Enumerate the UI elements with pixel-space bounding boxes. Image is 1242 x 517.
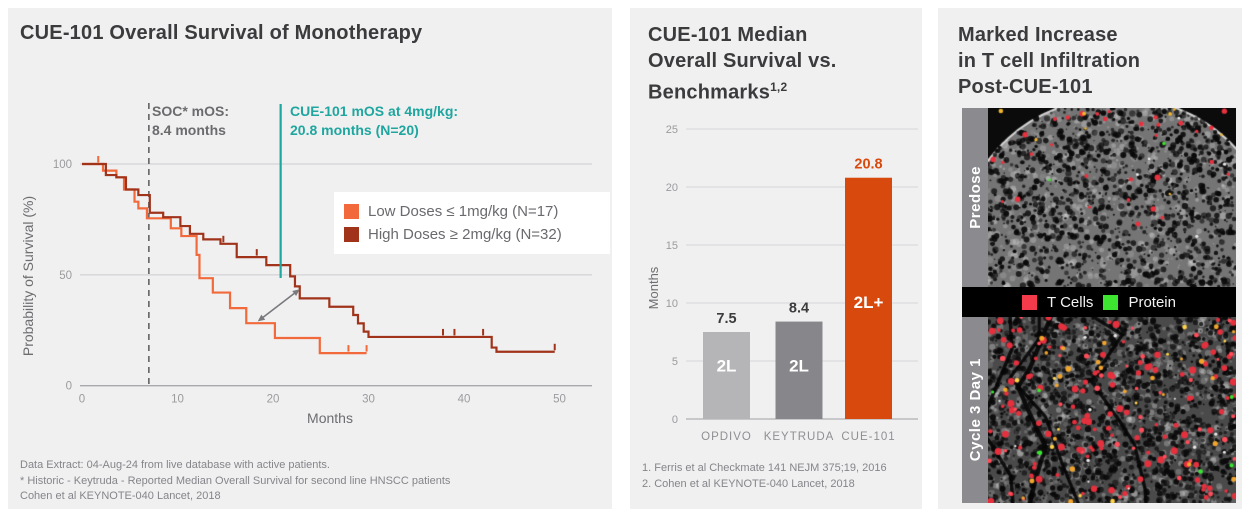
tcell-title: Marked Increase in T cell Infiltration P… bbox=[958, 22, 1140, 100]
x-tick-label: 30 bbox=[362, 394, 375, 406]
y-tick-label: 0 bbox=[66, 381, 72, 393]
benchmark-title-line3: Benchmarks1,2 bbox=[648, 80, 788, 104]
km-legend: Low Doses ≤ 1mg/kg (N=17) High Doses ≥ 2… bbox=[334, 192, 610, 254]
x-tick-label: 40 bbox=[458, 394, 471, 406]
bar-value-label: 7.5 bbox=[716, 311, 736, 327]
cycle3-label-bar: Cycle 3 Day 1 bbox=[962, 317, 988, 503]
cue-annotation-line1: CUE-101 mOS at 4mg/kg: bbox=[290, 103, 459, 119]
x-tick-label: 0 bbox=[79, 394, 85, 406]
benchmark-title: CUE-101 Median Overall Survival vs. Benc… bbox=[648, 22, 837, 106]
km-x-axis-title: Months bbox=[307, 410, 353, 426]
footnote-historic: * Historic - Keytruda - Reported Median … bbox=[20, 474, 451, 487]
high-dose-curve bbox=[82, 162, 555, 353]
x-tick-label: 50 bbox=[553, 394, 566, 406]
tcell-title-line1: Marked Increase bbox=[958, 24, 1118, 46]
km-svg: 0 50 100 0 10 20 30 40 50 bbox=[53, 103, 592, 406]
bar-y-tick-label: 10 bbox=[666, 298, 678, 310]
km-y-axis-title: Probability of Survival (%) bbox=[20, 195, 36, 357]
predose-label: Predose bbox=[966, 166, 984, 229]
cycle3-microscopy-image bbox=[988, 317, 1236, 503]
soc-annotation-line1: SOC* mOS: bbox=[152, 103, 230, 119]
x-tick-label: 20 bbox=[267, 394, 280, 406]
predose-label-bar: Predose bbox=[962, 108, 988, 287]
overall-survival-title: CUE-101 Overall Survival of Monotherapy bbox=[20, 22, 423, 44]
bar-y-tick-label: 0 bbox=[672, 414, 678, 426]
bar-opdivo bbox=[703, 332, 750, 419]
benchmark-title-line1: CUE-101 Median bbox=[648, 24, 808, 46]
cue-median-annotation: CUE-101 mOS at 4mg/kg: 20.8 months (N=20… bbox=[290, 102, 458, 140]
bar-svg: 0 5 10 15 20 25 7.5 2L OPDIVO 8.4 2L KEYTRUDA 20.8 2L… bbox=[666, 124, 918, 443]
low-dose-swatch-icon bbox=[344, 204, 359, 219]
tcell-legend-label: T Cells bbox=[1047, 293, 1094, 311]
bar-inner-label: 2L bbox=[717, 357, 737, 376]
cue-annotation-line2: 20.8 months (N=20) bbox=[290, 122, 419, 138]
bar-cue-101 bbox=[845, 177, 892, 419]
protein-legend-label: Protein bbox=[1128, 293, 1176, 311]
bar-category-label: CUE-101 bbox=[841, 431, 895, 443]
tcell-title-line2: in T cell Infiltration bbox=[958, 50, 1141, 72]
protein-swatch-icon bbox=[1103, 294, 1119, 310]
gap-arrow-head bbox=[292, 289, 300, 297]
legend-row-high-dose: High Doses ≥ 2mg/kg (N=32) bbox=[344, 223, 600, 246]
bar-value-label: 8.4 bbox=[789, 301, 809, 317]
footnote-cohen-2: 2. Cohen et al KEYNOTE-040 Lancet, 2018 bbox=[642, 477, 855, 490]
y-tick-label: 50 bbox=[59, 270, 72, 282]
bar-y-tick-label: 25 bbox=[666, 124, 678, 136]
tcell-infiltration-panel: Marked Increase in T cell Infiltration P… bbox=[938, 8, 1242, 509]
soc-median-annotation: SOC* mOS: 8.4 months bbox=[152, 102, 229, 140]
low-dose-label: Low Doses ≤ 1mg/kg (N=17) bbox=[368, 203, 559, 220]
cycle3-label: Cycle 3 Day 1 bbox=[966, 358, 984, 462]
cycle3-image-row: Cycle 3 Day 1 bbox=[962, 317, 1236, 503]
benchmark-footnotes: 1. Ferris et al Checkmate 141 NEJM 375;1… bbox=[642, 461, 887, 492]
bar-inner-label: 2L bbox=[789, 357, 809, 376]
benchmark-panel: CUE-101 Median Overall Survival vs. Benc… bbox=[630, 8, 922, 509]
low-dose-curve bbox=[82, 162, 367, 355]
gap-arrow bbox=[261, 292, 296, 319]
y-tick-label: 100 bbox=[53, 159, 72, 171]
bar-y-tick-label: 20 bbox=[666, 182, 678, 194]
bar-y-tick-label: 15 bbox=[666, 240, 678, 252]
benchmark-title-line2: Overall Survival vs. bbox=[648, 50, 837, 72]
bar-inner-label: 2L+ bbox=[854, 293, 884, 312]
tcell-title-line3: Post-CUE-101 bbox=[958, 76, 1093, 98]
high-dose-label: High Doses ≥ 2mg/kg (N=32) bbox=[368, 226, 562, 243]
x-tick-label: 10 bbox=[171, 394, 184, 406]
bar-category-label: OPDIVO bbox=[701, 431, 752, 443]
footnote-data-extract: Data Extract: 04-Aug-24 from live databa… bbox=[20, 459, 330, 471]
benchmark-title-superscript: 1,2 bbox=[770, 80, 788, 94]
stain-legend-strip: T Cells Protein bbox=[962, 287, 1236, 317]
footnote-ferris: 1. Ferris et al Checkmate 141 NEJM 375;1… bbox=[642, 462, 887, 474]
legend-row-low-dose: Low Doses ≤ 1mg/kg (N=17) bbox=[344, 200, 600, 223]
predose-image-row: Predose bbox=[962, 108, 1236, 287]
bar-value-label: 20.8 bbox=[854, 157, 882, 173]
bar-keytruda bbox=[775, 321, 823, 419]
bar-y-axis-title: Months bbox=[646, 266, 661, 310]
predose-microscopy-image bbox=[988, 108, 1236, 287]
footnote-cohen: Cohen et al KEYNOTE-040 Lancet, 2018 bbox=[20, 490, 221, 502]
soc-annotation-line2: 8.4 months bbox=[152, 122, 226, 138]
microscopy-block: Predose T Cells Protein Cycle 3 Day 1 bbox=[962, 108, 1236, 503]
high-dose-swatch-icon bbox=[344, 227, 359, 242]
tcell-swatch-icon bbox=[1022, 294, 1038, 310]
bar-category-label: KEYTRUDA bbox=[764, 431, 835, 443]
overall-survival-panel: CUE-101 Overall Survival of Monotherapy … bbox=[8, 8, 612, 509]
gap-arrow-head bbox=[257, 314, 266, 322]
left-footnotes: Data Extract: 04-Aug-24 from live databa… bbox=[20, 458, 450, 505]
bar-y-tick-label: 5 bbox=[672, 356, 678, 368]
